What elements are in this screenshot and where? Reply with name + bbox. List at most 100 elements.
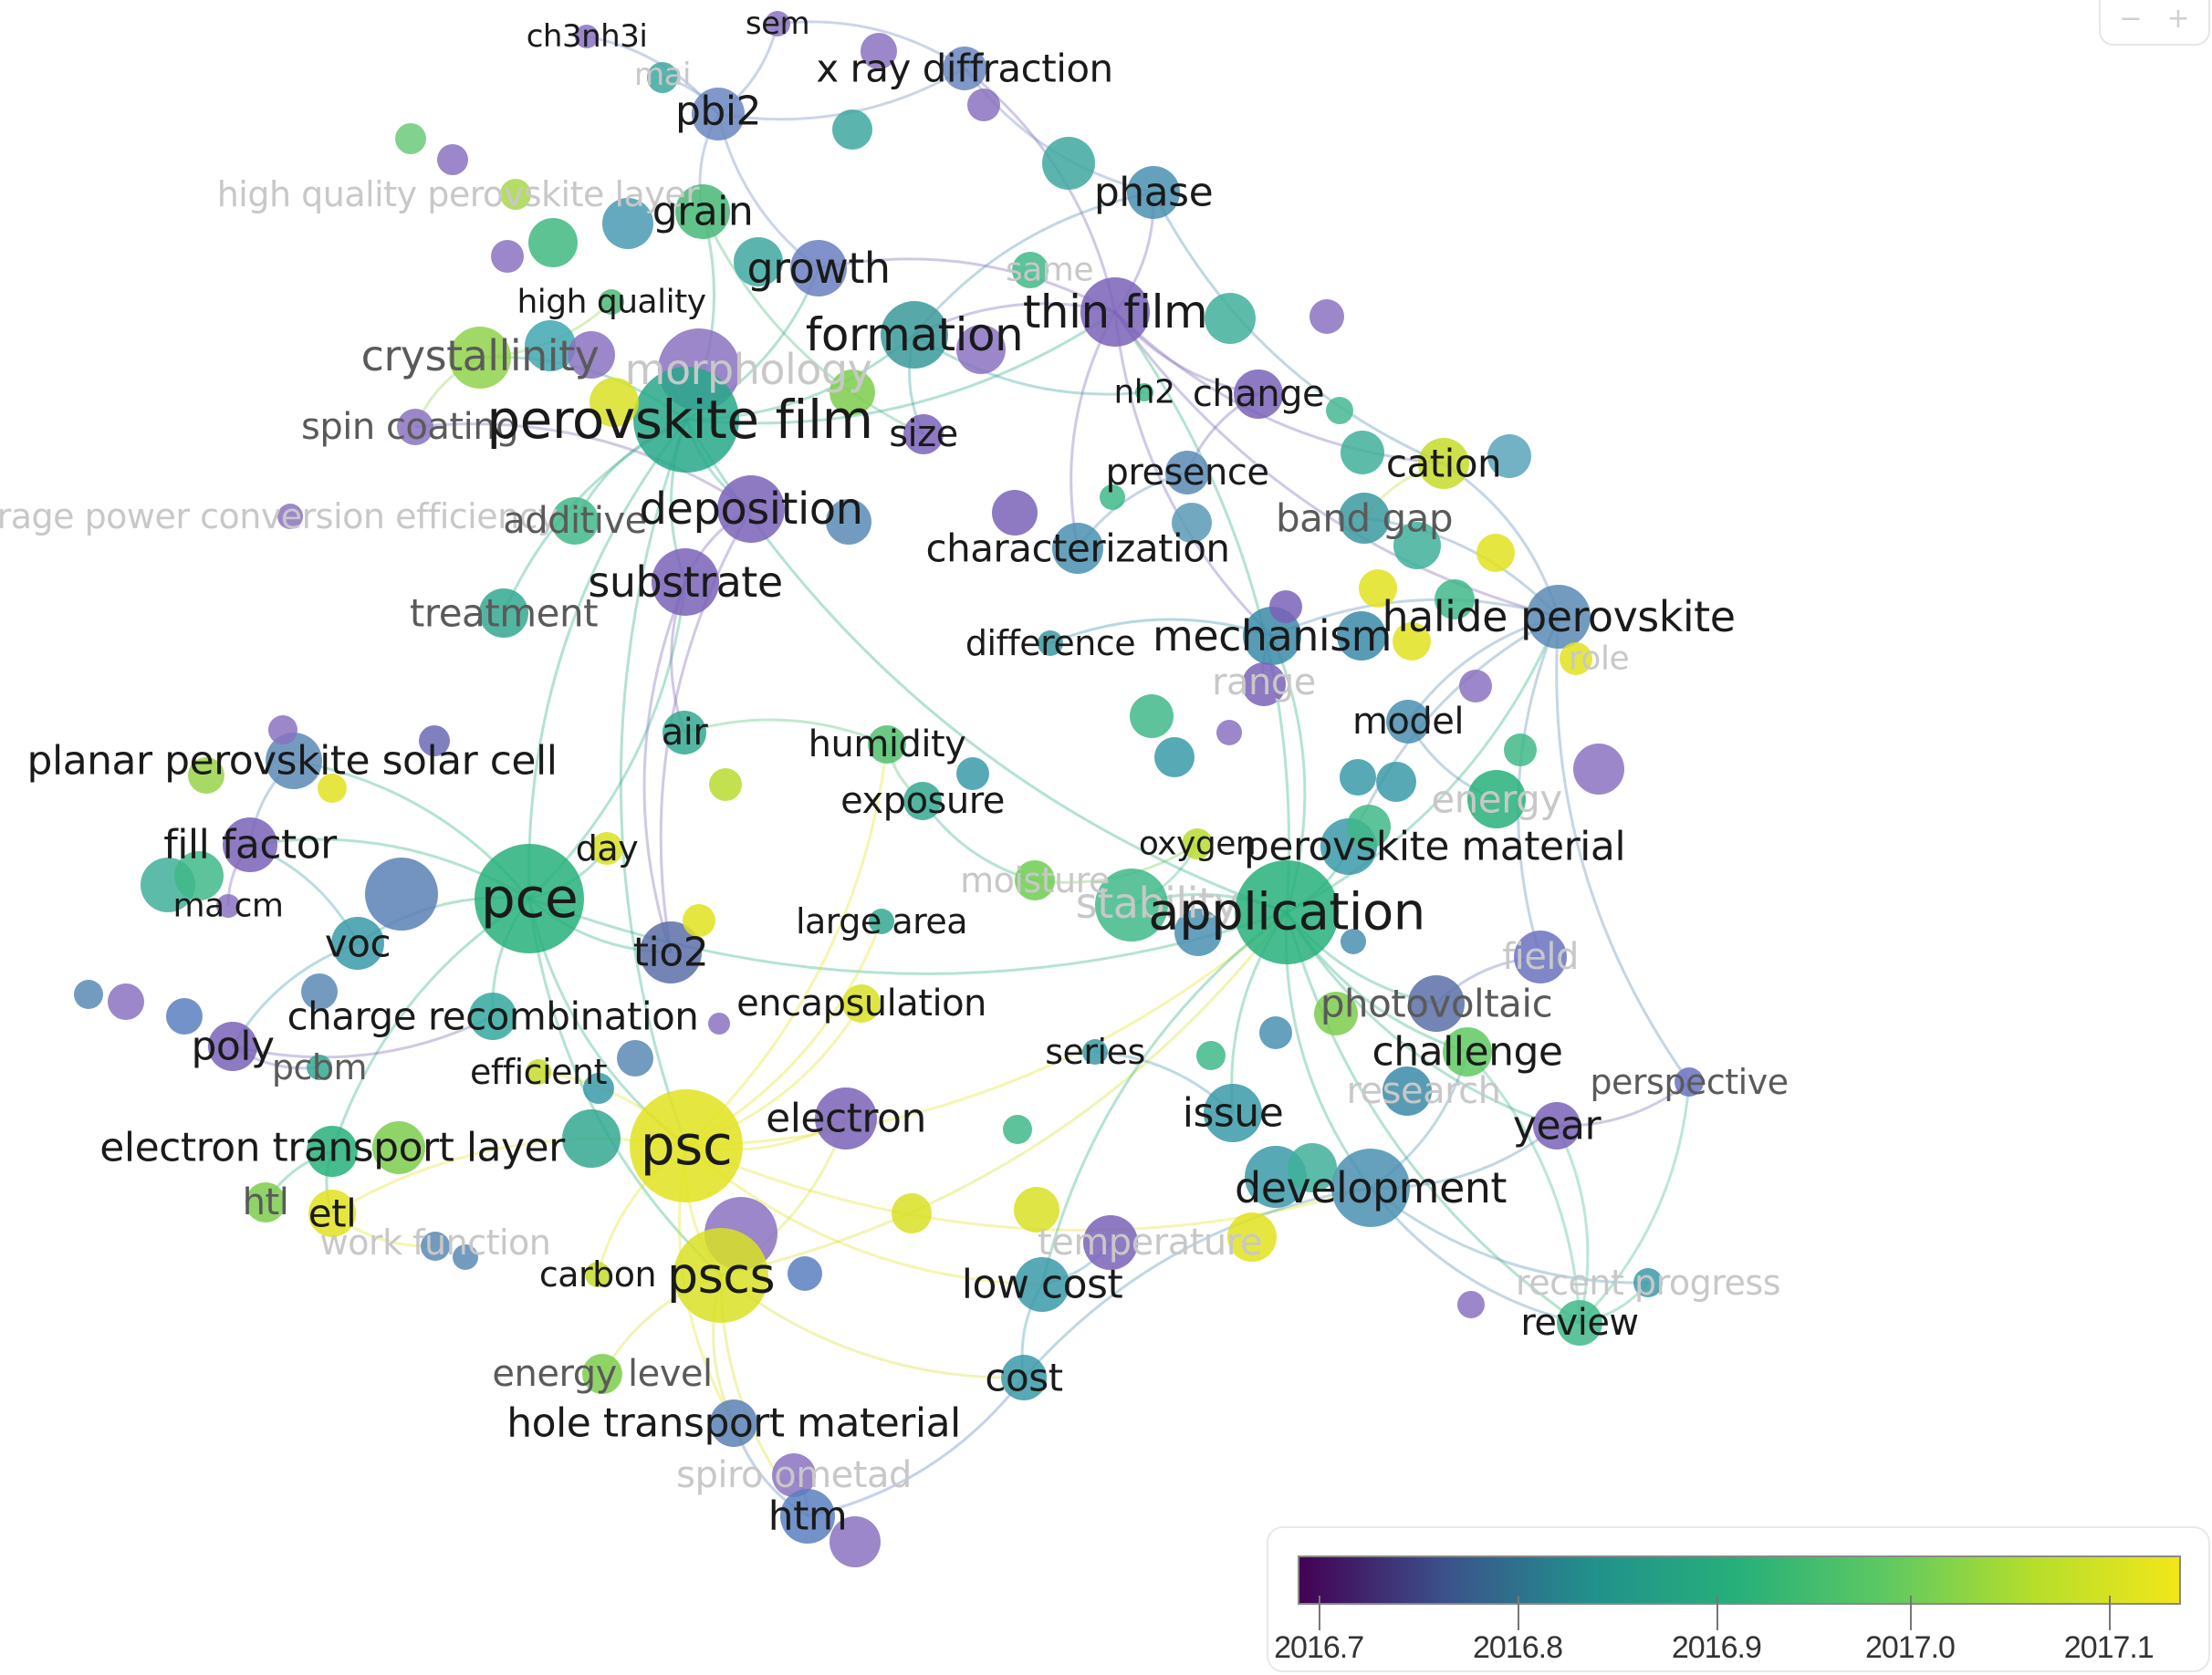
keyword-label[interactable]: carbon <box>538 1254 657 1295</box>
keyword-node[interactable] <box>1095 869 1168 942</box>
keyword-label[interactable]: day <box>575 828 639 869</box>
keyword-label[interactable]: ma cm <box>172 887 284 925</box>
keyword-node[interactable] <box>956 325 1006 374</box>
keyword-node[interactable] <box>1038 630 1063 656</box>
keyword-label[interactable]: application <box>1148 882 1425 942</box>
keyword-node[interactable] <box>1182 828 1213 859</box>
keyword-label[interactable]: etl <box>308 1191 357 1236</box>
keyword-node[interactable] <box>331 917 384 970</box>
keyword-label[interactable]: ch3nh3i <box>526 18 648 55</box>
keyword-node[interactable] <box>710 1399 757 1447</box>
keyword-node[interactable] <box>526 1059 551 1085</box>
keyword-node[interactable] <box>1259 1016 1292 1049</box>
keyword-node[interactable] <box>568 331 615 379</box>
keyword-label[interactable]: recent progress <box>1515 1263 1781 1303</box>
keyword-node[interactable] <box>223 817 277 872</box>
keyword-label[interactable]: voc <box>324 921 391 966</box>
keyword-label[interactable]: spin coating <box>301 406 518 448</box>
keyword-label[interactable]: exposure <box>840 780 1005 822</box>
zoom-out-button[interactable]: − <box>2119 3 2143 35</box>
keyword-node[interactable] <box>1675 1067 1704 1097</box>
keyword-node[interactable] <box>419 725 450 756</box>
keyword-node[interactable] <box>166 998 203 1035</box>
keyword-node[interactable] <box>1331 1149 1410 1227</box>
keyword-node[interactable] <box>717 475 785 543</box>
keyword-label[interactable]: stability <box>1075 879 1239 928</box>
keyword-node[interactable] <box>525 320 576 371</box>
keyword-node[interactable] <box>1205 293 1256 344</box>
keyword-node[interactable] <box>1204 1084 1262 1142</box>
keyword-node[interactable] <box>673 1228 768 1323</box>
keyword-node[interactable] <box>188 757 224 794</box>
keyword-node[interactable] <box>575 25 599 48</box>
keyword-node[interactable] <box>1227 1212 1277 1262</box>
keyword-node[interactable] <box>734 237 783 286</box>
keyword-node[interactable] <box>1242 662 1286 706</box>
keyword-label[interactable]: phase <box>1093 169 1214 216</box>
keyword-node[interactable] <box>1341 929 1366 954</box>
keyword-node[interactable] <box>992 490 1038 536</box>
keyword-label[interactable]: work function <box>319 1222 551 1263</box>
keyword-label[interactable]: formation <box>805 308 1024 361</box>
keyword-node[interactable] <box>1386 700 1430 744</box>
keyword-label[interactable]: high quality <box>516 283 706 321</box>
keyword-node[interactable] <box>663 711 706 754</box>
keyword-node[interactable] <box>903 414 944 454</box>
keyword-node[interactable] <box>1337 611 1386 661</box>
keyword-label[interactable]: treatment <box>409 590 599 636</box>
keyword-node[interactable] <box>307 1055 332 1080</box>
keyword-node[interactable] <box>1196 1041 1226 1070</box>
keyword-node[interactable] <box>599 289 624 315</box>
keyword-node[interactable] <box>582 1354 622 1394</box>
keyword-label[interactable]: photovoltaic <box>1320 981 1553 1026</box>
keyword-label[interactable]: mai <box>634 57 691 93</box>
keyword-node[interactable] <box>174 851 224 900</box>
keyword-label[interactable]: range <box>1212 661 1316 703</box>
keyword-node[interactable] <box>1326 397 1353 424</box>
keyword-node[interactable] <box>1235 860 1339 964</box>
keyword-label[interactable]: planar perovskite solar cell <box>26 737 558 785</box>
keyword-node[interactable] <box>1393 522 1441 569</box>
keyword-node[interactable] <box>1135 383 1153 401</box>
keyword-node[interactable] <box>1533 1102 1581 1150</box>
keyword-node[interactable] <box>790 240 847 297</box>
keyword-label[interactable]: x ray diffraction <box>816 46 1113 91</box>
keyword-label[interactable]: role <box>1568 640 1630 678</box>
keyword-label[interactable]: characterization <box>925 525 1230 571</box>
keyword-label[interactable]: spiro ometad <box>676 1454 912 1496</box>
keyword-node[interactable] <box>1012 252 1049 288</box>
keyword-label[interactable]: perovskite material <box>1243 823 1626 870</box>
keyword-node[interactable] <box>868 725 906 764</box>
keyword-node[interactable] <box>208 1022 257 1071</box>
keyword-label[interactable]: series <box>1045 1032 1145 1072</box>
keyword-label[interactable]: mechanism <box>1153 611 1392 661</box>
keyword-node[interactable] <box>74 980 103 1009</box>
keyword-node[interactable] <box>277 504 303 529</box>
keyword-node[interactable] <box>1487 434 1531 478</box>
keyword-node[interactable] <box>815 1087 877 1150</box>
keyword-node[interactable] <box>1082 1039 1108 1065</box>
keyword-label[interactable]: electron transport layer <box>99 1124 565 1171</box>
keyword-node[interactable] <box>617 1040 653 1077</box>
keyword-node[interactable] <box>590 378 639 427</box>
keyword-node[interactable] <box>1015 1257 1069 1312</box>
keyword-label[interactable]: cation <box>1385 441 1502 486</box>
keyword-node[interactable] <box>1560 642 1592 675</box>
zoom-in-button[interactable]: + <box>2166 3 2190 35</box>
keyword-node[interactable] <box>301 973 338 1010</box>
keyword-node[interactable] <box>216 894 240 918</box>
keyword-node[interactable] <box>1459 670 1492 702</box>
keyword-node[interactable] <box>475 844 584 953</box>
keyword-node[interactable] <box>1435 579 1475 619</box>
keyword-node[interactable] <box>1573 744 1624 795</box>
keyword-label[interactable]: additive <box>503 500 647 542</box>
keyword-node[interactable] <box>1457 1291 1485 1318</box>
keyword-node[interactable] <box>268 715 297 744</box>
keyword-node[interactable] <box>372 1121 425 1174</box>
keyword-label[interactable]: issue <box>1182 1089 1284 1137</box>
keyword-label[interactable]: htl <box>242 1181 289 1223</box>
keyword-node[interactable] <box>683 904 715 937</box>
keyword-label[interactable]: pcbm <box>271 1047 368 1087</box>
keyword-label[interactable]: perovskite film <box>486 389 873 451</box>
keyword-label[interactable]: psc <box>640 1114 733 1178</box>
